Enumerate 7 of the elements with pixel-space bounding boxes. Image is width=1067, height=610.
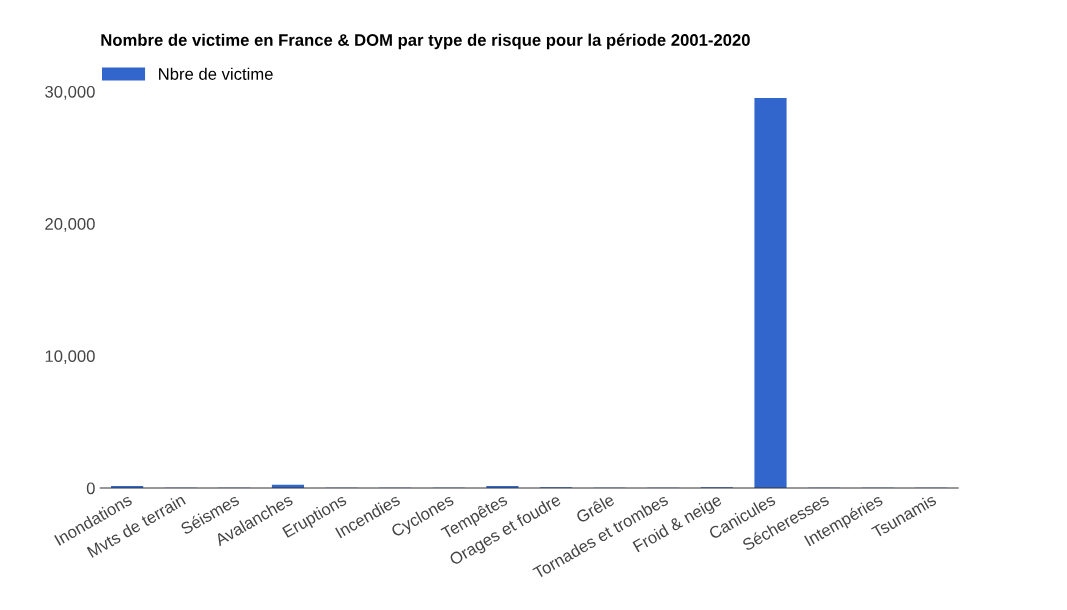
chart-title: Nombre de victime en France & DOM par type de risque pour la période 2001-2020 — [101, 33, 750, 50]
y-tick-label: 20,000 — [45, 218, 95, 232]
x-tick-label: Grêle — [575, 493, 616, 524]
y-tick-label: 10,000 — [45, 350, 95, 365]
legend-label: Nbre de victime — [159, 67, 273, 80]
y-tick-label: 30,000 — [45, 85, 95, 100]
y-tick-label: 0 — [86, 482, 95, 495]
